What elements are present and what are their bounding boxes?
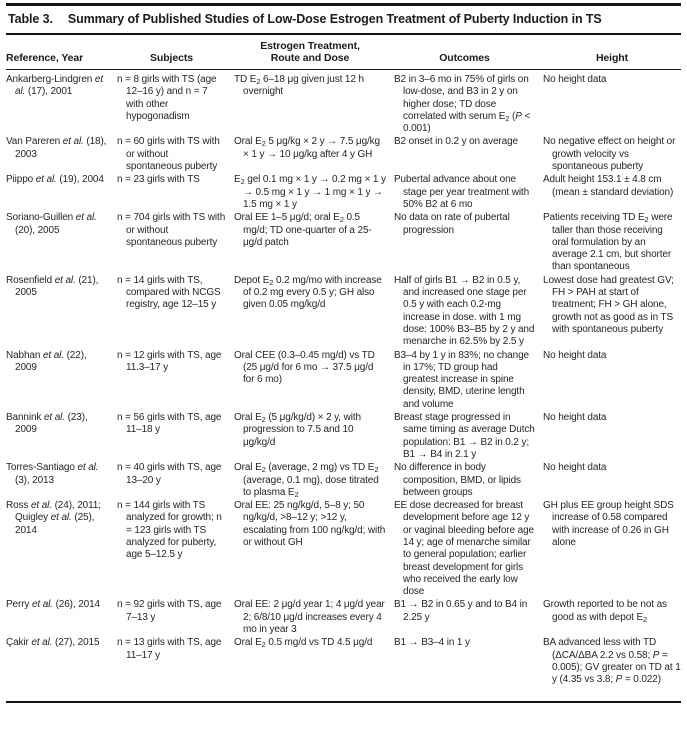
cell-reference: Soriano-Guillen et al. (20), 2005: [6, 212, 97, 236]
cell-subjects: n = 14 girls with TS, compared with NCGS…: [117, 274, 221, 311]
column-header-height: Height: [543, 35, 681, 70]
header-row: Reference, Year Subjects Estrogen Treatm…: [6, 35, 681, 70]
column-header-estrogen-treatment: Estrogen Treatment, Route and Dose: [234, 35, 394, 70]
cell-height: No height data: [543, 462, 607, 474]
column-header-reference-year: Reference, Year: [6, 35, 117, 70]
cell-outcomes: Pubertal advance about one stage per yea…: [394, 174, 530, 210]
cell-height: Lowest dose had greatest GV; FH > PAH at…: [543, 274, 674, 335]
cell-outcomes: B2 in 3–6 mo in 75% of girls on low-dose…: [394, 74, 531, 135]
table-row: Ankarberg-Lindgren et al. (17), 2001 n =…: [6, 70, 681, 137]
cell-subjects: n = 704 girls with TS with or without sp…: [117, 212, 226, 248]
cell-subjects: n = 23 girls with TS: [117, 174, 200, 186]
cell-reference: Bannink et al. (23), 2009: [6, 412, 88, 436]
top-rule: [6, 3, 681, 6]
cell-outcomes: B2 onset in 0.2 y on average: [394, 136, 518, 148]
cell-treatment: Oral E2 (5 μg/kg/d) × 2 y, with progress…: [234, 412, 361, 448]
cell-height: Growth reported to be not as good as wit…: [543, 599, 667, 624]
cell-reference: Ross et al. (24), 2011; Quigley et al. (…: [6, 500, 101, 536]
cell-treatment: Oral CEE (0.3–0.45 mg/d) vs TD (25 μg/d …: [234, 349, 375, 386]
cell-subjects: n = 60 girls with TS with or without spo…: [117, 136, 220, 173]
bottom-rule: [6, 700, 681, 704]
table-row: Nabhan et al. (22), 2009 n = 12 girls wi…: [6, 350, 681, 412]
cell-treatment: TD E2 6–18 μg given just 12 h overnight: [234, 74, 364, 98]
cell-treatment: Oral E2 (average, 2 mg) vs TD E2 (averag…: [234, 462, 379, 499]
cell-outcomes: B3–4 by 1 y in 83%; no change in 17%; TD…: [394, 349, 529, 410]
table-row: Van Pareren et al. (18), 2003 n = 60 gir…: [6, 136, 681, 174]
table-caption: Summary of Published Studies of Low-Dose…: [67, 11, 602, 26]
cell-subjects: n = 12 girls with TS, age 11.3–17 y: [117, 349, 222, 373]
table-row: Rosenfield et al. (21), 2005 n = 14 girl…: [6, 275, 681, 350]
cell-treatment: Oral EE: 25 ng/kg/d, 5–8 y; 50 ng/kg/d, …: [234, 500, 386, 548]
cell-outcomes: Breast stage progressed in same timing a…: [394, 412, 535, 460]
table-header: Reference, Year Subjects Estrogen Treatm…: [6, 35, 681, 70]
table-row: Çakir et al. (27), 2015 n = 13 girls wit…: [6, 637, 681, 687]
table-row: Bannink et al. (23), 2009 n = 56 girls w…: [6, 412, 681, 462]
cell-treatment: Oral EE 1–5 μg/d; oral E2 0.5 mg/d; TD o…: [234, 212, 372, 248]
table-body: Ankarberg-Lindgren et al. (17), 2001 n =…: [6, 70, 681, 688]
cell-reference: Nabhan et al. (22), 2009: [6, 349, 87, 373]
title-rule: [6, 32, 681, 35]
cell-treatment: Oral E2 0.5 mg/d vs TD 4.5 μg/d: [234, 637, 373, 650]
cell-treatment: Oral EE: 2 μg/d year 1; 4 μg/d year 2; 6…: [234, 599, 385, 636]
cell-height: No height data: [543, 349, 607, 361]
cell-height: No height data: [543, 412, 607, 424]
cell-height: Adult height 153.1 ± 4.8 cm (mean ± stan…: [543, 174, 674, 198]
cell-treatment: E2 gel 0.1 mg × 1 y → 0.2 mg × 1 y → 0.5…: [234, 174, 386, 210]
cell-reference: Perry et al. (26), 2014: [6, 599, 100, 611]
cell-reference: Çakir et al. (27), 2015: [6, 637, 100, 649]
table-title: Table 3. Summary of Published Studies of…: [6, 6, 681, 33]
cell-treatment: Depot E2 0.2 mg/mo with increase of 0.2 …: [234, 274, 382, 311]
cell-height: BA advanced less with TD (ΔCA/ΔBA 2.2 vs…: [543, 637, 681, 686]
cell-outcomes: EE dose decreased for breast development…: [394, 500, 534, 598]
cell-reference: Piippo et al. (19), 2004: [6, 174, 104, 186]
cell-subjects: n = 13 girls with TS, age 11–17 y: [117, 637, 222, 661]
cell-outcomes: Half of girls B1 → B2 in 0.5 y, and incr…: [394, 274, 535, 348]
cell-outcomes: No difference in body composition, BMD, …: [394, 462, 521, 498]
table-number: Table 3.: [8, 11, 53, 26]
cell-reference: Van Pareren et al. (18), 2003: [6, 136, 107, 160]
cell-reference: Rosenfield et al. (21), 2005: [6, 274, 99, 299]
cell-subjects: n = 144 girls with TS analyzed for growt…: [117, 500, 222, 561]
table-row: Soriano-Guillen et al. (20), 2005 n = 70…: [6, 212, 681, 274]
cell-height: GH plus EE group height SDS increase of …: [543, 500, 674, 548]
table-row: Perry et al. (26), 2014 n = 92 girls wit…: [6, 599, 681, 637]
cell-treatment: Oral E2 5 μg/kg × 2 y → 7.5 μg/kg × 1 y …: [234, 136, 380, 160]
paper-table-page: Table 3. Summary of Published Studies of…: [6, 3, 681, 704]
cell-outcomes: B1 → B3–4 in 1 y: [394, 637, 470, 649]
column-header-subjects: Subjects: [117, 35, 234, 70]
cell-outcomes: No data on rate of pubertal progression: [394, 212, 510, 236]
table-row: Torres-Santiago et al. (3), 2013 n = 40 …: [6, 462, 681, 500]
cell-height: Patients receiving TD E2 were taller tha…: [543, 212, 673, 273]
cell-subjects: n = 56 girls with TS, age 11–18 y: [117, 412, 222, 436]
column-header-outcomes: Outcomes: [394, 35, 543, 70]
studies-table: Reference, Year Subjects Estrogen Treatm…: [6, 35, 681, 688]
cell-subjects: n = 92 girls with TS, age 7–13 y: [117, 599, 222, 623]
table-row: Piippo et al. (19), 2004 n = 23 girls wi…: [6, 174, 681, 212]
cell-height: No height data: [543, 74, 607, 85]
cell-outcomes: B1 → B2 in 0.65 y and to B4 in 2.25 y: [394, 599, 528, 623]
cell-subjects: n = 8 girls with TS (age 12–16 y) and n …: [117, 74, 217, 122]
cell-height: No negative effect on height or growth v…: [543, 136, 676, 173]
cell-subjects: n = 40 girls with TS, age 13–20 y: [117, 462, 222, 486]
cell-reference: Torres-Santiago et al. (3), 2013: [6, 462, 99, 486]
cell-reference: Ankarberg-Lindgren et al. (17), 2001: [6, 74, 103, 98]
table-row: Ross et al. (24), 2011; Quigley et al. (…: [6, 500, 681, 599]
